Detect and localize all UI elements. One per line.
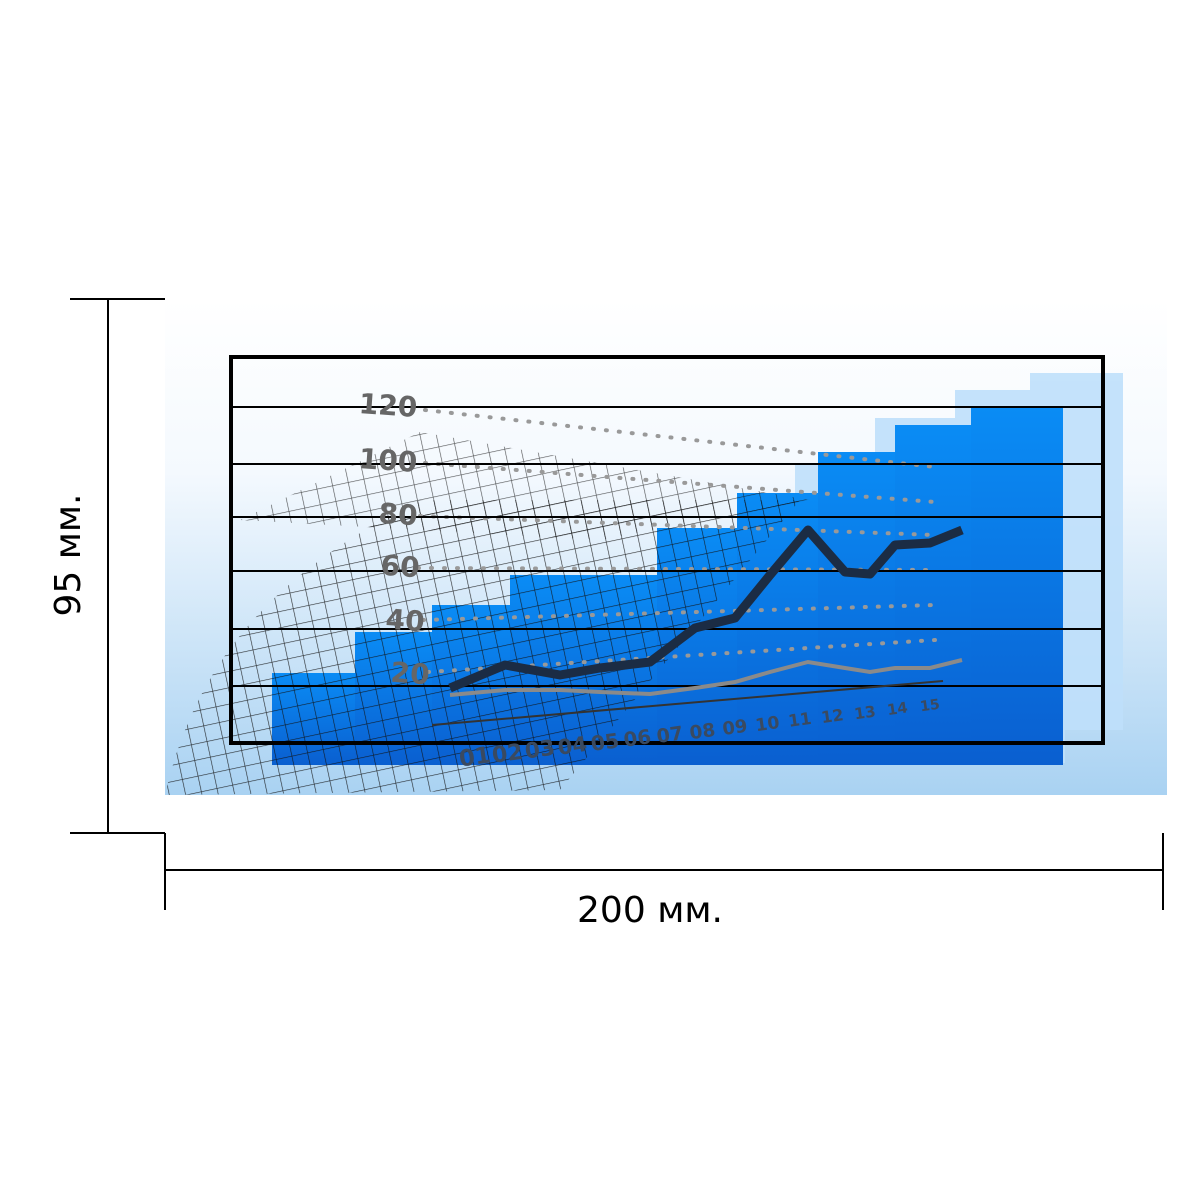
- x-label: 02: [490, 739, 524, 769]
- x-label: 05: [589, 728, 620, 756]
- trend-line-light: [449, 658, 963, 697]
- mesh: [165, 500, 800, 795]
- y-label: 120: [358, 387, 419, 424]
- x-label: 09: [721, 716, 749, 740]
- mesh: [240, 432, 810, 540]
- height-dimension: 95 мм.: [48, 298, 165, 834]
- y-labels: 120 100 80 60 40 20: [358, 387, 431, 691]
- baseline: [431, 680, 944, 726]
- y-label: 80: [378, 497, 419, 533]
- x-label: 01: [457, 742, 492, 772]
- x-label: 15: [919, 697, 941, 716]
- width-dimension: 200 мм.: [164, 833, 1164, 931]
- x-label: 07: [655, 721, 685, 747]
- y-label: 100: [358, 442, 419, 479]
- x-label: 11: [787, 709, 813, 731]
- x-label: 04: [556, 732, 588, 760]
- x-label: 14: [886, 698, 909, 719]
- x-label: 08: [688, 720, 716, 744]
- height-label: 95 мм.: [48, 493, 89, 616]
- width-label: 200 мм.: [577, 890, 723, 931]
- frame-lines: [231, 406, 1103, 687]
- frame: [229, 355, 1105, 745]
- x-label: 06: [622, 725, 652, 752]
- x-label: 03: [523, 736, 556, 765]
- y-label: 40: [385, 603, 426, 639]
- y-label: 20: [390, 656, 431, 692]
- x-label: 10: [754, 713, 781, 736]
- x-label: 13: [853, 703, 877, 724]
- x-label: 12: [820, 705, 845, 727]
- trend-line: [448, 525, 964, 693]
- y-label: 60: [380, 549, 421, 585]
